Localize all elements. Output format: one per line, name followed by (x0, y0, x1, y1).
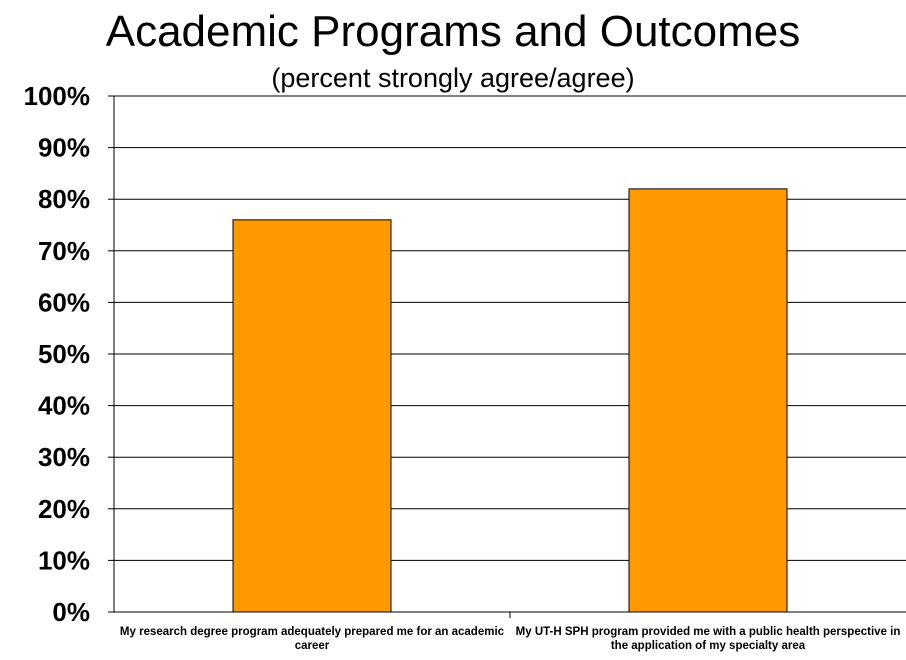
y-tick-label: 60% (38, 287, 90, 317)
bar (232, 219, 392, 613)
bar (628, 188, 788, 613)
y-tick-label: 50% (38, 339, 90, 369)
chart-subtitle: (percent strongly agree/agree) (271, 63, 635, 93)
axes (108, 95, 906, 618)
y-tick-label: 90% (38, 133, 90, 163)
y-tick-label: 80% (38, 184, 90, 214)
chart-title: Academic Programs and Outcomes (105, 7, 801, 56)
y-tick-label: 70% (38, 236, 90, 266)
x-category-label: My research degree program adequately pr… (119, 626, 505, 652)
bars (232, 188, 788, 613)
y-tick-label: 0% (52, 597, 90, 627)
y-tick-label: 100% (24, 81, 91, 111)
y-tick-label: 30% (38, 442, 90, 472)
y-tick-labels: 0% 10% 20% 30% 40% 50% 60% 70% 80% 90% 100% (24, 81, 91, 627)
y-tick-label: 40% (38, 391, 90, 421)
y-tick-label: 10% (38, 545, 90, 575)
y-tick-label: 20% (38, 494, 90, 524)
x-category-label: My UT-H SPH program provided me with a p… (515, 626, 901, 652)
